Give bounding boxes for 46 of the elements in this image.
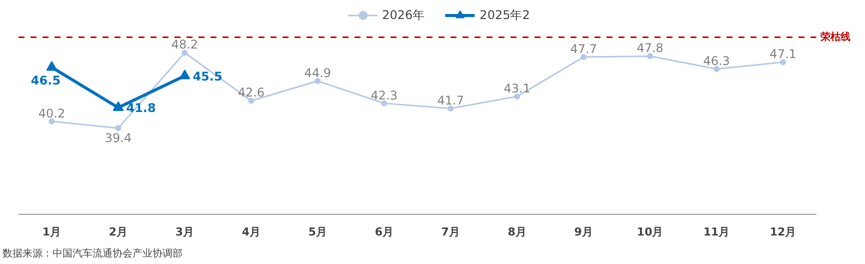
point [112,101,124,111]
point [714,66,720,72]
x-tick-label: 8月 [508,226,526,238]
data-label: 46.3 [703,54,730,68]
data-label: 41.7 [437,93,464,108]
data-label: 42.3 [370,88,398,102]
point [647,53,654,60]
data-label: 45.5 [192,69,222,84]
legend-label: 2026年 [382,6,425,24]
x-tick-label: 11月 [703,226,730,238]
point [248,98,254,104]
data-label: 47.8 [636,41,664,56]
point [381,100,388,106]
legend-label: 2025年2 [480,6,530,24]
point [179,70,190,80]
x-tick-label: 4月 [242,226,261,238]
data-label: 47.1 [770,47,796,62]
point [46,61,58,71]
data-label: 48.2 [171,38,198,52]
point [448,105,454,112]
x-tick-label: 10月 [636,226,664,238]
point [314,78,321,84]
ref-line-label: 荣枯线 [819,30,850,43]
point [48,118,55,124]
x-tick-label: 12月 [770,226,796,238]
x-tick-label: 7月 [441,226,460,238]
data-label: 39.4 [104,131,132,146]
x-tick-label: 5月 [308,226,327,238]
point [182,50,188,56]
x-tick-label: 9月 [574,226,593,238]
point [580,54,587,60]
x-tick-label: 3月 [175,226,194,238]
data-label: 47.7 [570,42,597,56]
data-label: 46.5 [30,73,61,88]
point [514,93,520,100]
source-note: 数据来源：中国汽车流通协会产业协调部 [2,248,182,260]
data-label: 44.9 [304,66,332,80]
x-tick-label: 6月 [374,226,394,238]
x-tick-label: 2月 [108,226,128,238]
data-label: 43.1 [504,81,530,96]
point [780,59,786,66]
data-label: 41.8 [126,101,156,116]
point [115,125,122,132]
data-label: 40.2 [38,106,66,120]
data-label: 42.6 [238,86,265,100]
x-tick-label: 1月 [42,226,62,238]
